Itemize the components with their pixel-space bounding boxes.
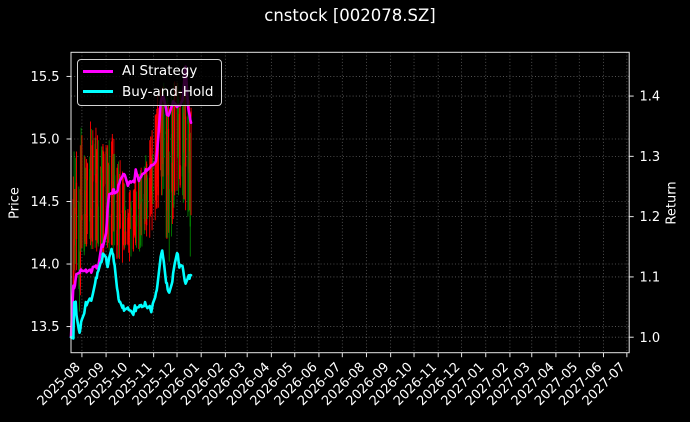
svg-text:14.5: 14.5 <box>31 195 60 210</box>
tick-marks <box>66 75 634 358</box>
right-tick-labels: 1.0 1.1 1.2 1.3 1.4 <box>640 90 661 346</box>
left-axis-label: Price <box>7 187 23 219</box>
left-tick-labels: 13.5 14.0 14.5 15.0 15.5 <box>31 70 60 335</box>
strategy-line <box>69 65 193 339</box>
svg-text:13.5: 13.5 <box>31 320 60 335</box>
plot-border <box>70 51 630 354</box>
strategy-line-swatch <box>82 69 113 73</box>
legend-label-strategy: AI Strategy <box>122 63 198 80</box>
chart-title: cnstock [002078.SZ] <box>264 6 436 25</box>
buyhold-line <box>69 247 193 340</box>
svg-text:15.5: 15.5 <box>31 70 60 85</box>
svg-text:1.3: 1.3 <box>640 150 661 165</box>
svg-text:1.2: 1.2 <box>640 210 661 225</box>
svg-text:14.0: 14.0 <box>31 258 60 273</box>
svg-text:1.4: 1.4 <box>640 90 661 105</box>
legend-item-buyhold: Buy-and-Hold <box>82 83 214 100</box>
svg-text:15.0: 15.0 <box>31 133 60 148</box>
svg-text:1.1: 1.1 <box>640 271 661 286</box>
right-axis-label: Return <box>664 181 680 225</box>
legend-item-strategy: AI Strategy <box>82 63 198 80</box>
legend: AI Strategy Buy-and-Hold <box>77 59 222 106</box>
buyhold-line-swatch <box>82 90 113 94</box>
svg-text:1.0: 1.0 <box>640 331 661 346</box>
x-tick-labels: 2025-082025-092025-102025-112025-122026-… <box>35 360 629 409</box>
legend-label-buyhold: Buy-and-Hold <box>122 83 214 100</box>
